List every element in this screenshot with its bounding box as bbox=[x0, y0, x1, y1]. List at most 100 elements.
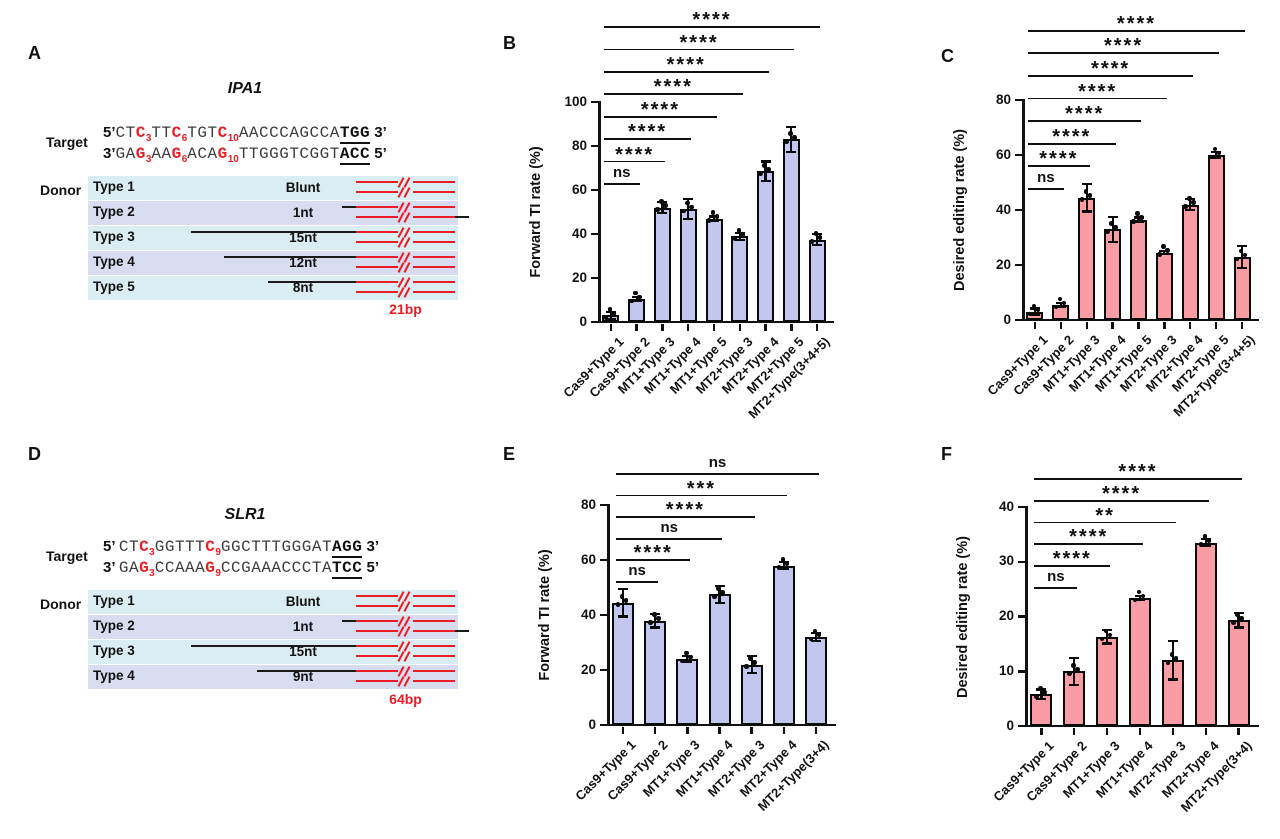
error-bar-cap-bottom bbox=[812, 244, 823, 247]
x-axis-tick bbox=[687, 323, 690, 331]
replicate-data-point bbox=[623, 598, 629, 603]
x-axis-tick bbox=[764, 323, 767, 331]
replicate-data-point bbox=[788, 131, 793, 136]
donor-ds-line bbox=[413, 256, 455, 259]
replicate-data-point bbox=[752, 660, 757, 665]
significance-label: **** bbox=[1118, 461, 1158, 483]
error-bar-cap-bottom bbox=[650, 626, 661, 629]
donor-break-slash bbox=[403, 650, 411, 662]
base-position-subscript: 10 bbox=[227, 154, 239, 165]
replicate-data-point bbox=[780, 557, 786, 562]
y-axis-line bbox=[607, 504, 610, 726]
replicate-data-point bbox=[656, 616, 661, 621]
x-axis-tick bbox=[1171, 727, 1175, 735]
replicate-data-point bbox=[1083, 189, 1089, 194]
error-bar-cap-bottom bbox=[1185, 209, 1196, 212]
y-axis-line bbox=[1022, 99, 1025, 321]
y-axis-tick-label: 40 bbox=[998, 498, 1014, 514]
x-axis-tick bbox=[1138, 727, 1142, 735]
error-bar bbox=[1106, 630, 1109, 644]
donor-ds-line bbox=[356, 630, 398, 633]
donor-rows-d: Type 1 Blunt Type 2 1nt Type 3 15nt Type 4 9nt bbox=[88, 590, 469, 690]
replicate-data-point bbox=[1206, 538, 1211, 543]
error-bar-cap-bottom bbox=[1200, 544, 1211, 548]
replicate-data-point bbox=[714, 214, 720, 219]
significance-bracket-line bbox=[616, 494, 787, 497]
error-bar bbox=[816, 234, 819, 245]
donor-break-slash bbox=[403, 261, 411, 273]
replicate-data-point bbox=[611, 311, 617, 316]
error-bar bbox=[1059, 302, 1062, 308]
donor-ds-line bbox=[413, 181, 455, 184]
donor-type-label: Type 3 bbox=[93, 229, 135, 244]
chart-panel-e: E 0 20 40 60 80 Forward TI rate (%) Cas9+Type 1… bbox=[503, 444, 836, 814]
error-bar bbox=[712, 216, 716, 221]
error-bar-cap-bottom bbox=[1107, 240, 1118, 243]
donor-break-slash bbox=[403, 625, 411, 637]
donor-ds-line bbox=[356, 266, 398, 269]
error-bar-cap-top bbox=[734, 231, 745, 235]
error-bar-cap-bottom bbox=[1069, 683, 1080, 687]
significance-label: *** bbox=[686, 477, 717, 500]
significance-label: **** bbox=[692, 9, 732, 32]
error-bar bbox=[687, 198, 690, 219]
error-bar bbox=[738, 232, 741, 240]
significance-label: **** bbox=[1116, 12, 1157, 35]
donor-overhang-length-label: Blunt bbox=[285, 594, 321, 609]
significance-bracket-line bbox=[603, 48, 795, 51]
donor-ds-line bbox=[413, 281, 455, 284]
donor-break-slash bbox=[403, 640, 411, 652]
replicate-data-point bbox=[681, 208, 686, 213]
error-bar-cap-bottom bbox=[1167, 678, 1178, 681]
donor-type-label: Type 2 bbox=[93, 618, 135, 633]
replicate-data-point bbox=[736, 228, 742, 233]
sequence-bases: TTGGGTCGGT bbox=[238, 145, 340, 163]
error-bar bbox=[1240, 245, 1244, 268]
x-axis-tick bbox=[750, 726, 753, 734]
replicate-data-point bbox=[809, 239, 815, 244]
x-axis-tick bbox=[1163, 321, 1166, 329]
highlighted-base: C bbox=[217, 124, 228, 142]
y-axis-tick-label: 20 bbox=[580, 661, 596, 677]
error-bar-cap-top bbox=[1029, 307, 1040, 310]
donor-overhang-1nt-top bbox=[342, 206, 356, 209]
replicate-data-point bbox=[1135, 211, 1140, 216]
significance-bracket-line bbox=[616, 559, 691, 562]
error-bar-cap-top bbox=[682, 654, 693, 657]
x-axis-tick bbox=[1137, 321, 1140, 329]
target-sequence-d: 5’ CTC3GGTTTC9GGCTTTGGGATAGG 3’ 3’ GAG3CC… bbox=[103, 536, 379, 579]
replicate-data-point bbox=[685, 200, 690, 205]
donor-overhang-length-label: 8nt bbox=[292, 280, 314, 295]
significance-label: **** bbox=[1103, 35, 1144, 58]
significance-bracket-line bbox=[603, 71, 769, 73]
error-bar-cap-bottom bbox=[1135, 599, 1145, 602]
base-position-subscript: 3 bbox=[145, 154, 152, 165]
donor-ds-line bbox=[413, 191, 455, 194]
x-axis-tick bbox=[718, 726, 721, 734]
replicate-data-point bbox=[817, 235, 823, 240]
bar-MT2+Type(3+4) bbox=[804, 637, 827, 725]
x-axis-tick bbox=[635, 323, 638, 331]
significance-label: **** bbox=[1069, 526, 1109, 549]
sequence-bases: GGCTTTGGGAT bbox=[220, 538, 333, 556]
bar-Cas9+Type 1 bbox=[612, 602, 635, 725]
y-axis-tick bbox=[591, 188, 598, 192]
replicate-data-point bbox=[1165, 660, 1171, 665]
replicate-data-point bbox=[1198, 542, 1203, 547]
error-bar-cap-top bbox=[709, 215, 719, 218]
highlighted-base: G bbox=[217, 145, 228, 163]
highlighted-base: C bbox=[171, 124, 182, 142]
sequence-bases: GA bbox=[118, 559, 140, 577]
replicate-data-point bbox=[776, 565, 782, 570]
replicate-data-point bbox=[1042, 690, 1047, 695]
gene-title-ipa1: IPA1 bbox=[227, 80, 263, 97]
strand-end-label: 3’ bbox=[103, 559, 119, 576]
donor-break-slash bbox=[403, 665, 411, 677]
y-axis-tick-label: 0 bbox=[1006, 717, 1014, 733]
donor-overhang-line bbox=[191, 231, 356, 234]
significance-label: **** bbox=[615, 143, 655, 166]
donor-ds-line bbox=[413, 630, 455, 633]
replicate-data-point bbox=[1035, 307, 1041, 313]
error-bar-cap-bottom bbox=[618, 615, 629, 618]
error-bar-cap-bottom bbox=[1081, 210, 1092, 213]
